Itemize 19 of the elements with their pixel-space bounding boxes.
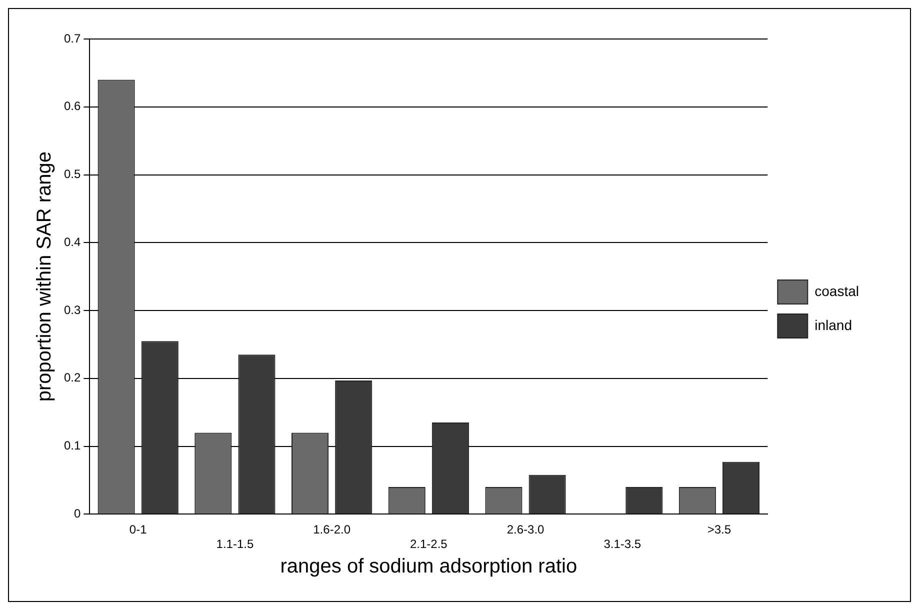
- legend-label: inland: [814, 316, 852, 333]
- y-tick-label: 0.3: [64, 302, 81, 317]
- y-tick-label: 0.5: [64, 167, 81, 182]
- y-tick-label: 0.7: [64, 31, 81, 46]
- y-tick-label: 0.6: [64, 99, 81, 114]
- x-tick-label: 2.1-2.5: [410, 537, 448, 552]
- y-tick-label: 0: [74, 506, 81, 521]
- y-axis-title: proportion within SAR range: [34, 152, 56, 402]
- y-tick-label: 0.1: [64, 438, 81, 453]
- x-tick-label: >3.5: [707, 522, 732, 537]
- x-tick-label: 1.1-1.5: [216, 537, 254, 552]
- y-tick-label: 0.2: [64, 370, 81, 385]
- x-axis-title: ranges of sodium adsorption ratio: [280, 556, 578, 578]
- x-tick-label: 0-1: [129, 522, 148, 537]
- x-tick-label: 1.6-2.0: [313, 522, 351, 537]
- x-tick-label: 3.1-3.5: [604, 537, 642, 552]
- y-tick-label: 0.4: [64, 234, 81, 249]
- x-tick-label: 2.6-3.0: [506, 522, 545, 537]
- legend-label: coastal: [814, 282, 859, 299]
